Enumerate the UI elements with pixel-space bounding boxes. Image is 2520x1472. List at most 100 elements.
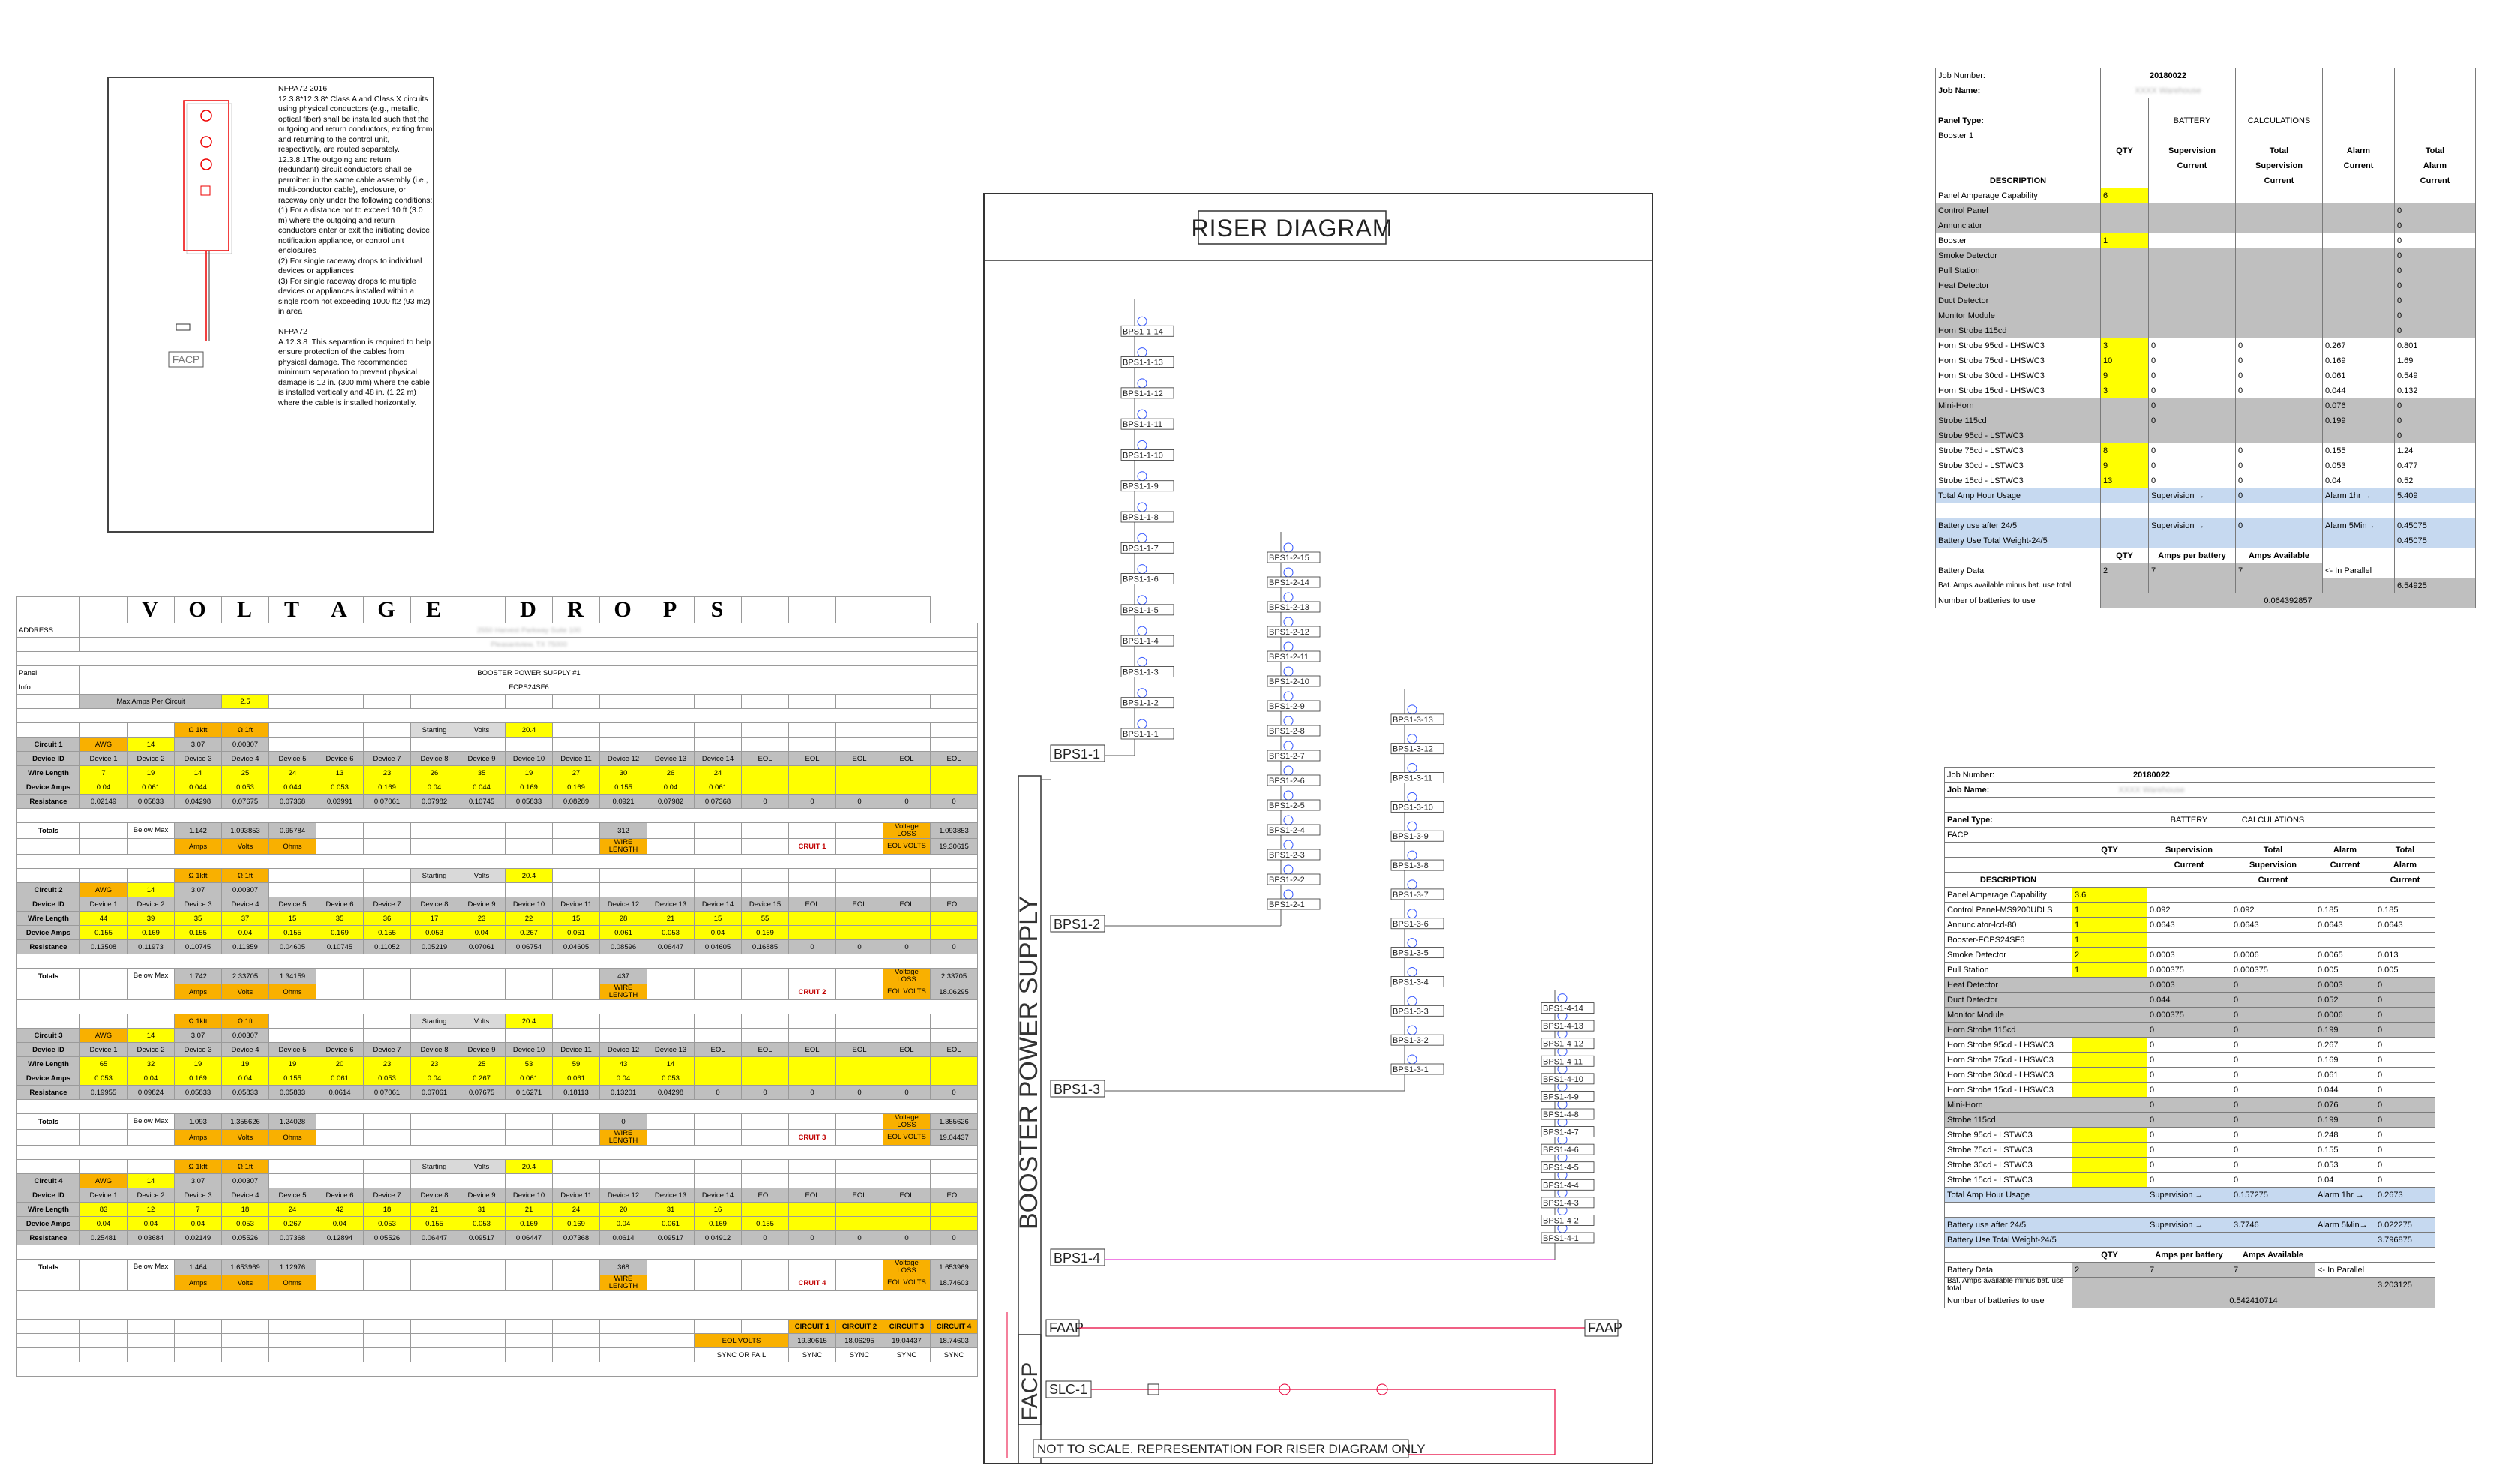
device-qty: 3	[2100, 338, 2149, 353]
cell	[741, 737, 789, 752]
cell	[2100, 503, 2149, 518]
device-amps: 0.04	[127, 1071, 175, 1086]
blank-row	[16, 1099, 978, 1114]
cell	[316, 1333, 364, 1348]
device-amps	[883, 1071, 931, 1086]
amps-unit: Amps	[174, 984, 222, 1000]
title-letter: O	[174, 596, 222, 623]
cell	[883, 1173, 931, 1188]
device-id: Device 5	[268, 897, 316, 912]
device-tag: BPS1-3-1	[1393, 1065, 1429, 1074]
description-header: DESCRIPTION	[1944, 872, 2072, 888]
total-alarm-sub-header: Alarm	[2374, 857, 2435, 873]
wire-length: 26	[410, 765, 458, 780]
cell	[458, 1259, 506, 1275]
device-amps	[741, 780, 789, 795]
cell	[646, 722, 694, 738]
cell	[80, 1347, 128, 1362]
supervision-current: 0.0643	[2146, 917, 2231, 933]
facp-box	[1018, 1334, 1042, 1425]
cell	[694, 737, 742, 752]
horn-strobe-icon	[1283, 716, 1294, 726]
device-id: Device 13	[646, 1188, 694, 1203]
device-id: EOL	[741, 751, 789, 766]
cell	[694, 722, 742, 738]
cell	[741, 694, 789, 709]
awg-label: AWG	[80, 1028, 128, 1043]
cell	[2148, 503, 2236, 518]
device-amps: 0.169	[363, 780, 411, 795]
device-tag: BPS1-4-1	[1543, 1234, 1579, 1243]
cell	[410, 1129, 458, 1146]
device-tag-box	[1540, 1161, 1594, 1173]
wire-length-label: Wire Length	[16, 1056, 80, 1071]
horn-strobe-icon	[1283, 765, 1294, 776]
cell	[16, 1159, 80, 1174]
slc-label: SLC-1	[1049, 1382, 1088, 1397]
resistance: 0.25481	[80, 1230, 128, 1245]
device-id: Device 9	[458, 751, 506, 766]
device-row: Monitor Module 0	[1935, 308, 2476, 323]
device-amps: 0.155	[174, 925, 222, 940]
cell	[788, 722, 836, 738]
circuit-name: Circuit 1	[16, 737, 80, 752]
total-alarm: 0	[2394, 428, 2476, 443]
title-letter: P	[646, 596, 694, 623]
blank-row	[16, 1245, 978, 1260]
resistance: 0.07368	[268, 1230, 316, 1245]
cell	[552, 1347, 600, 1362]
total-alarm: 0	[2394, 323, 2476, 338]
device-row: Strobe 115cd 0 0.199 0	[1935, 413, 2476, 428]
horn-strobe-icon	[1283, 542, 1294, 553]
blank-row	[1944, 797, 2435, 813]
horn-strobe-icon	[1283, 815, 1294, 825]
cell	[552, 1333, 600, 1348]
total-alarm: 1.69	[2394, 353, 2476, 368]
cell	[552, 822, 600, 839]
device-tag: BPS1-2-4	[1269, 826, 1305, 835]
cell	[552, 1275, 600, 1291]
cell	[410, 737, 458, 752]
wire-length: 19	[174, 1056, 222, 1071]
device-amps-row: Device Amps 0.155 0.169 0.155 0.04 0.155 0.169…	[16, 925, 978, 940]
supervision-current: 0	[2146, 1112, 2231, 1128]
total-alarm: 0	[2374, 1022, 2435, 1038]
device-tag-box	[1267, 650, 1321, 662]
cell	[788, 694, 836, 709]
max-amps-value: 2.5	[221, 694, 269, 709]
cell	[2322, 578, 2395, 593]
amps-available-header: Amps Available	[2235, 548, 2323, 563]
totals-label: Totals	[16, 1259, 80, 1275]
wire-length-unit: WIRE LENGTH	[599, 984, 647, 1000]
device-tag: BPS1-3-2	[1393, 1036, 1429, 1045]
cell	[458, 822, 506, 839]
wire-length	[836, 911, 884, 926]
circuit-tag: CRUIT 3	[788, 1129, 836, 1146]
device-row: Duct Detector 0	[1935, 293, 2476, 308]
device-amps	[836, 780, 884, 795]
cell	[410, 1319, 458, 1334]
cell	[741, 838, 789, 855]
device-amps: 0.044	[174, 780, 222, 795]
cell	[458, 838, 506, 855]
resistance: 0	[741, 794, 789, 809]
device-id: Device 1	[80, 1188, 128, 1203]
resistance: 0.16271	[505, 1085, 553, 1100]
device-tag: BPS1-4-6	[1543, 1146, 1579, 1155]
device-amps	[694, 1071, 742, 1086]
cell	[2374, 1262, 2435, 1278]
nfpa-note-text: NFPA72 2016 12.3.8*12.3.8* Class A and C…	[278, 84, 433, 407]
total-supervision: 0	[2235, 353, 2323, 368]
ohm-1kft-value: 3.07	[174, 1028, 222, 1043]
cell	[2235, 503, 2323, 518]
eol-volts-label: EOL VOLTS	[883, 984, 931, 1000]
device-id: Device 12	[599, 897, 647, 912]
cell	[552, 737, 600, 752]
device-qty	[2072, 1157, 2147, 1173]
supervision-current: 0.000375	[2146, 1007, 2231, 1023]
device-tag: BPS1-4-5	[1543, 1164, 1579, 1173]
device-id-label: Device ID	[16, 897, 80, 912]
device-id: EOL	[788, 751, 836, 766]
device-qty: 2	[2072, 947, 2147, 963]
cell	[646, 1333, 694, 1348]
